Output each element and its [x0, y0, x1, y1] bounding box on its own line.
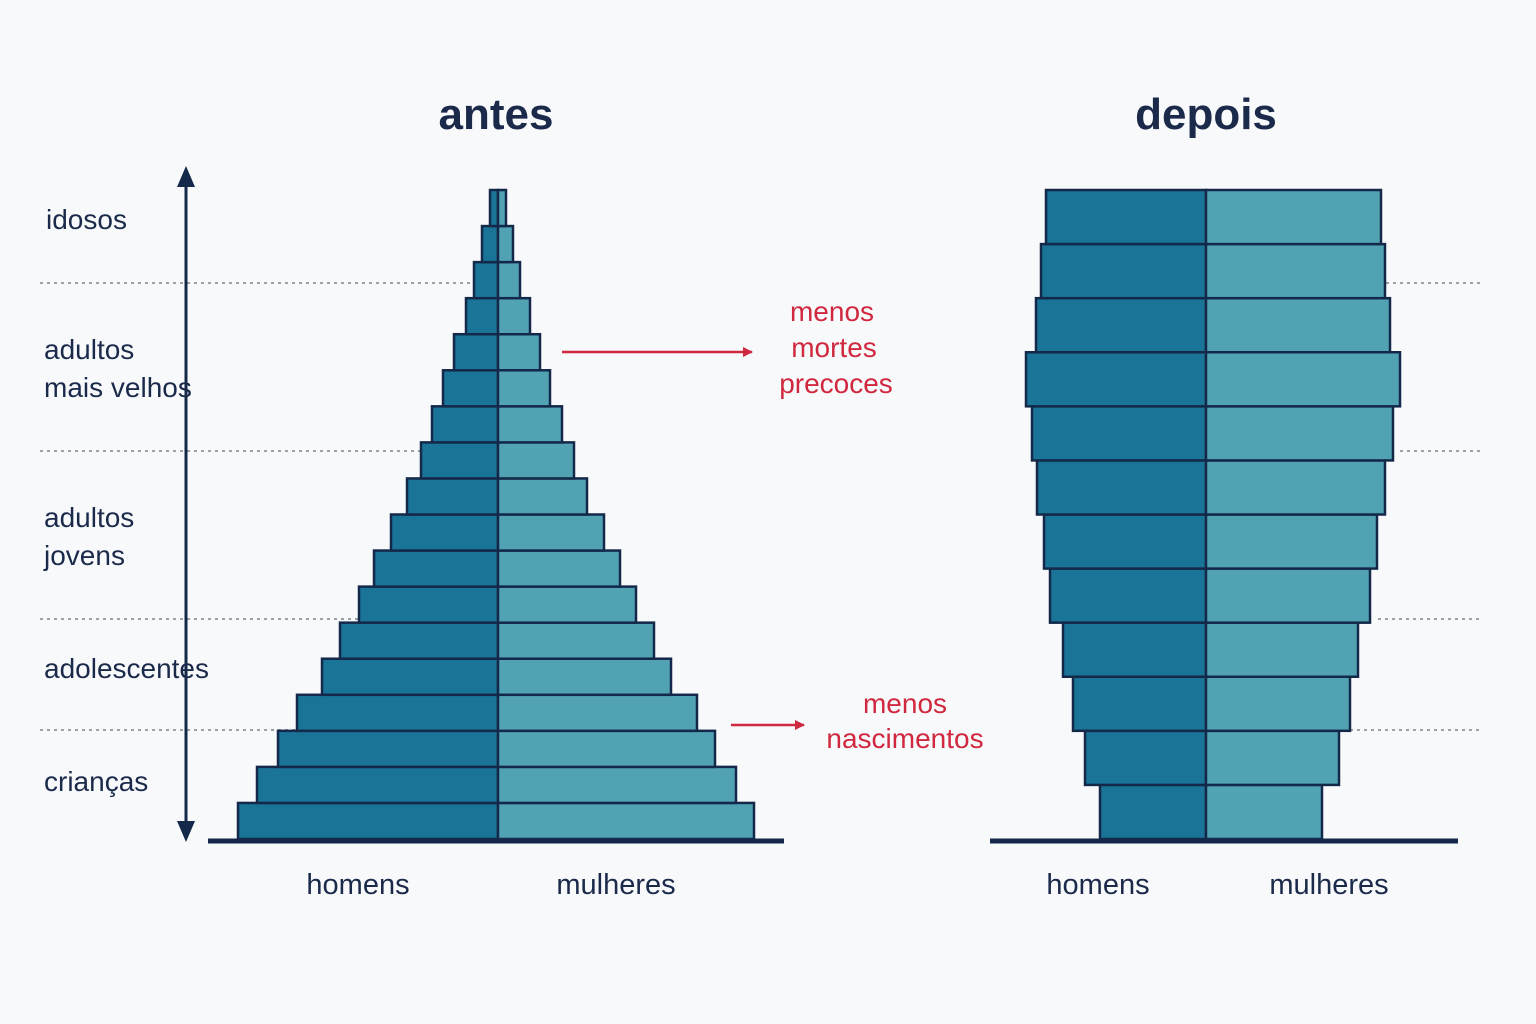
bar-antes-homens-5 — [320, 657, 500, 697]
bar-antes-homens-1 — [236, 801, 500, 841]
bar-antes-homens-7 — [357, 585, 500, 624]
bar-antes-mulheres-10 — [496, 477, 589, 516]
bar-antes-mulheres-9 — [496, 513, 606, 552]
bar-depois-mulheres-3 — [1204, 675, 1352, 733]
bar-antes-mulheres-16 — [496, 260, 522, 300]
bar-antes-mulheres-1 — [496, 801, 756, 841]
bar-depois-homens-2 — [1083, 729, 1208, 787]
chart-title-antes: antes — [439, 90, 554, 139]
bar-antes-homens-6 — [338, 621, 500, 660]
annotation-deaths-line1: menos — [790, 296, 874, 327]
pyramid-depois-bars — [1024, 188, 1402, 841]
bar-antes-mulheres-2 — [496, 765, 738, 805]
bar-antes-mulheres-13 — [496, 369, 552, 408]
bar-depois-homens-8 — [1030, 405, 1208, 462]
bar-antes-homens-2 — [255, 765, 500, 805]
bar-antes-mulheres-14 — [496, 332, 542, 372]
bar-antes-homens-9 — [389, 513, 500, 552]
bar-antes-mulheres-11 — [496, 441, 576, 480]
bar-antes-homens-11 — [419, 441, 500, 480]
annotation-births-line1: menos — [863, 688, 947, 719]
age-label-criancas: crianças — [44, 766, 148, 797]
pyramid-antes-bars — [236, 188, 756, 841]
chart-title-depois: depois — [1135, 90, 1277, 139]
bar-depois-mulheres-11 — [1204, 242, 1387, 300]
bar-depois-mulheres-1 — [1204, 783, 1324, 841]
annotation-deaths-line2: mortes — [791, 332, 877, 363]
group-gridlines — [40, 282, 1482, 731]
bar-depois-homens-3 — [1071, 675, 1208, 733]
bar-antes-homens-10 — [405, 477, 500, 516]
bar-antes-homens-15 — [464, 296, 500, 336]
bar-antes-mulheres-5 — [496, 657, 673, 697]
age-axis-down-arrow-icon — [177, 821, 195, 842]
bar-antes-mulheres-15 — [496, 296, 532, 336]
bar-antes-mulheres-4 — [496, 693, 699, 733]
bar-antes-homens-17 — [480, 224, 500, 264]
bar-antes-homens-16 — [472, 260, 500, 300]
annotation-fewer-early-deaths: menos mortes precoces — [562, 296, 893, 399]
age-label-adultos-mais-velhos-line1: adultos — [44, 334, 134, 365]
bar-depois-mulheres-7 — [1204, 459, 1387, 516]
bar-depois-homens-6 — [1042, 513, 1208, 570]
age-group-labels: idosos adultos mais velhos adultos joven… — [43, 204, 209, 797]
bar-depois-mulheres-2 — [1204, 729, 1341, 787]
sex-label-antes-homens: homens — [306, 869, 409, 901]
bar-depois-homens-5 — [1048, 567, 1208, 624]
age-label-idosos: idosos — [46, 204, 127, 235]
bar-antes-mulheres-17 — [496, 224, 515, 264]
bar-depois-homens-1 — [1098, 783, 1208, 841]
bar-depois-mulheres-10 — [1204, 296, 1392, 354]
bar-antes-mulheres-8 — [496, 549, 622, 588]
sex-label-depois-homens: homens — [1046, 869, 1149, 901]
bar-depois-homens-10 — [1034, 296, 1208, 354]
bar-antes-mulheres-12 — [496, 405, 564, 444]
bar-depois-mulheres-9 — [1204, 351, 1402, 408]
bar-antes-homens-12 — [430, 405, 500, 444]
age-label-adolescentes: adolescentes — [44, 653, 209, 684]
bar-depois-mulheres-12 — [1204, 188, 1383, 246]
age-axis — [177, 166, 195, 842]
bar-depois-homens-9 — [1024, 351, 1208, 408]
bar-depois-mulheres-4 — [1204, 621, 1360, 679]
bar-depois-homens-7 — [1035, 459, 1208, 516]
bar-antes-homens-3 — [276, 729, 500, 769]
bar-depois-mulheres-6 — [1204, 513, 1379, 570]
bar-depois-mulheres-5 — [1204, 567, 1372, 624]
bar-depois-homens-12 — [1044, 188, 1208, 246]
sex-label-antes-mulheres: mulheres — [556, 869, 675, 901]
bar-depois-homens-11 — [1039, 242, 1208, 300]
sex-label-depois-mulheres: mulheres — [1269, 869, 1388, 901]
bar-depois-homens-4 — [1061, 621, 1208, 679]
annotation-deaths-line3: precoces — [779, 368, 893, 399]
age-axis-up-arrow-icon — [177, 166, 195, 187]
bar-depois-mulheres-8 — [1204, 405, 1395, 462]
annotation-fewer-births: menos nascimentos — [731, 688, 984, 754]
age-label-adultos-jovens-line2: jovens — [43, 540, 125, 571]
age-label-adultos-jovens-line1: adultos — [44, 502, 134, 533]
bar-antes-homens-4 — [295, 693, 500, 733]
bar-antes-homens-13 — [441, 369, 500, 408]
bar-antes-mulheres-3 — [496, 729, 717, 769]
bar-antes-mulheres-7 — [496, 585, 638, 624]
bar-antes-mulheres-18 — [496, 188, 508, 228]
bar-antes-homens-14 — [452, 332, 500, 372]
age-label-adultos-mais-velhos-line2: mais velhos — [44, 372, 192, 403]
bar-antes-homens-8 — [372, 549, 500, 588]
annotation-births-line2: nascimentos — [826, 723, 983, 754]
bar-antes-mulheres-6 — [496, 621, 656, 660]
